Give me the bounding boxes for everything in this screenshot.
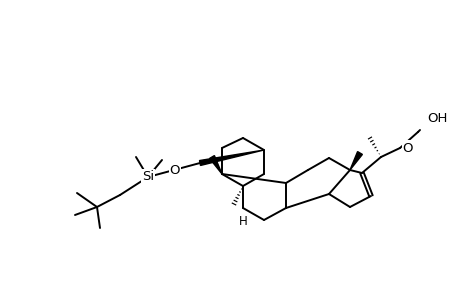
Text: H: H (238, 215, 247, 229)
Text: OH: OH (426, 112, 446, 124)
Polygon shape (349, 152, 362, 170)
Polygon shape (199, 150, 263, 165)
Text: Si: Si (142, 170, 154, 184)
Text: O: O (402, 142, 412, 154)
Text: O: O (169, 164, 180, 176)
Polygon shape (209, 156, 222, 174)
